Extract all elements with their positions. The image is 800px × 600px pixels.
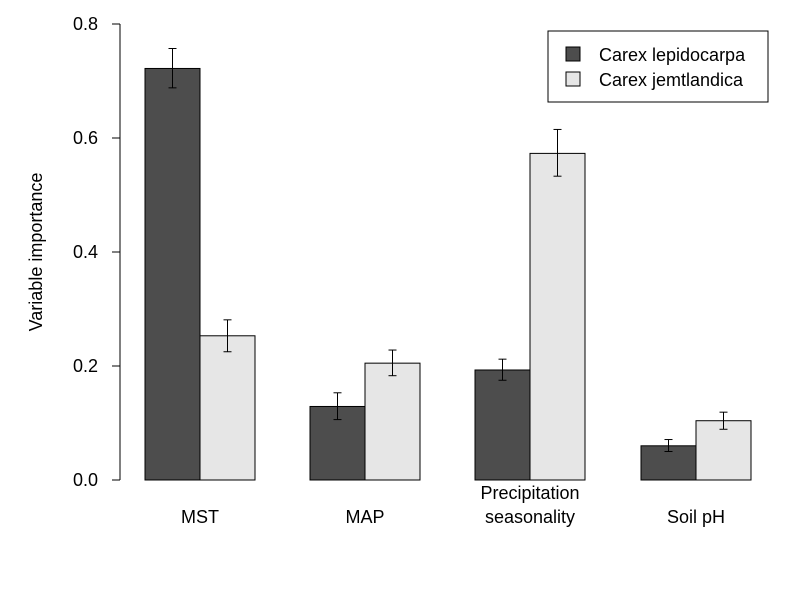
error-bar-1-1 — [388, 349, 397, 377]
error-bar-2-1 — [553, 128, 562, 177]
bar-2-0 — [474, 369, 531, 481]
y-tick-label-4: 0.8 — [73, 14, 98, 34]
bar-0-0 — [144, 67, 201, 481]
x-tick-label-3: Soil pH — [667, 507, 725, 527]
legend-swatch-1 — [565, 71, 581, 87]
x-axis-labels: MST MAP Precipitation seasonality Soil pH — [181, 483, 725, 527]
error-bar-2-0 — [498, 358, 507, 381]
bar-1-1 — [364, 362, 421, 481]
x-tick-label-0: MST — [181, 507, 219, 527]
legend: Carex lepidocarpa Carex jemtlandica — [547, 30, 769, 103]
y-tick-label-2: 0.4 — [73, 242, 98, 262]
legend-box — [547, 30, 769, 103]
error-bar-0-0 — [168, 48, 177, 89]
error-bar-1-0 — [333, 392, 342, 421]
y-axis-label: Variable importance — [26, 173, 46, 332]
y-tick-label-3: 0.6 — [73, 128, 98, 148]
error-bar-3-1 — [719, 411, 728, 430]
error-bar-0-1 — [223, 319, 232, 353]
bar-0-1 — [199, 335, 256, 481]
legend-swatch-0 — [565, 46, 581, 62]
legend-label-1: Carex jemtlandica — [599, 70, 744, 90]
y-tick-label-1: 0.2 — [73, 356, 98, 376]
x-tick-label-2: Precipitation seasonality — [480, 483, 579, 527]
bar-2-1 — [529, 152, 586, 481]
legend-label-0: Carex lepidocarpa — [599, 45, 746, 65]
error-bars-layer — [168, 48, 728, 452]
error-bar-3-0 — [664, 439, 673, 452]
y-tick-label-0: 0.0 — [73, 470, 98, 490]
bars-layer — [144, 67, 752, 481]
y-axis: 0.0 0.2 0.4 0.6 0.8 — [73, 14, 121, 490]
x-tick-label-1: MAP — [345, 507, 384, 527]
